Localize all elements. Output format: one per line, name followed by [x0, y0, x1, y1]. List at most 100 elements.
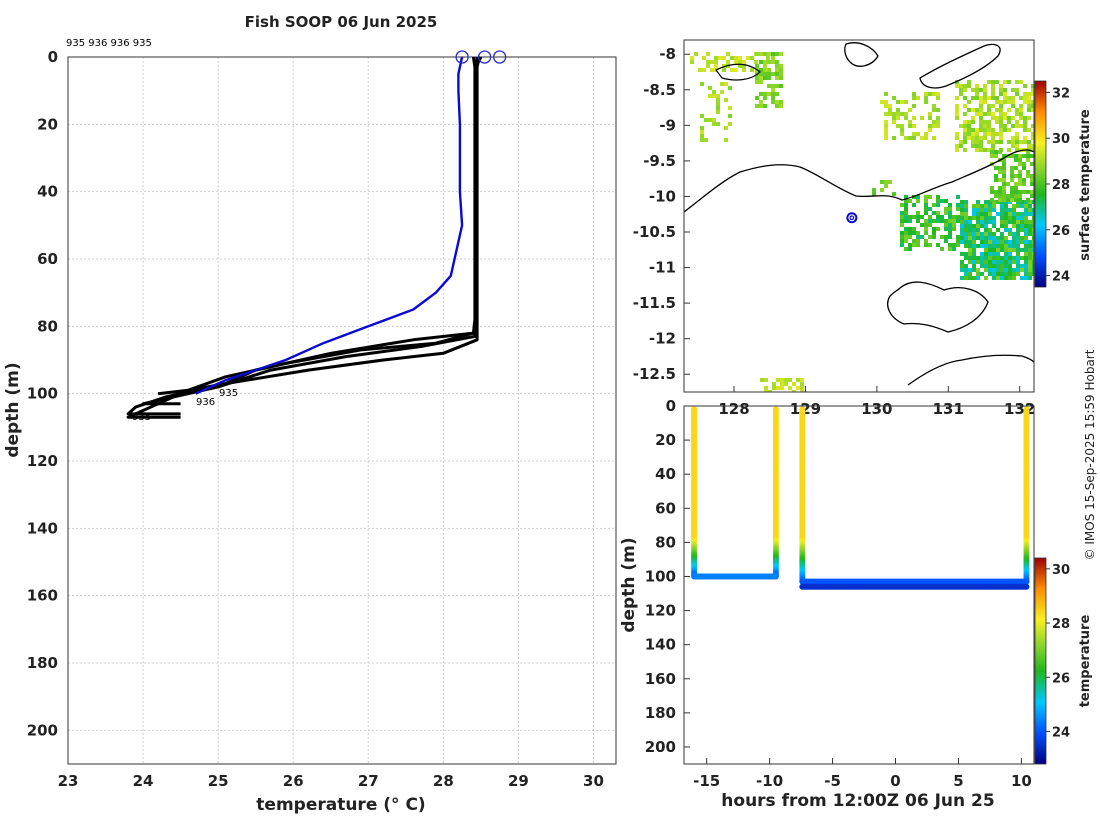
- sst-cell: [987, 80, 991, 84]
- sst-cell: [755, 52, 759, 56]
- sst-cell: [916, 132, 920, 136]
- profile-xtick-label: 28: [433, 772, 454, 790]
- sst-cell: [963, 112, 967, 116]
- sst-cell: [1007, 108, 1011, 112]
- sst-cell: [920, 215, 924, 219]
- sst-cell: [987, 120, 991, 124]
- sst-cell: [759, 60, 763, 64]
- sst-cell: [1003, 96, 1007, 100]
- sst-cell: [800, 378, 804, 382]
- sst-cell: [1028, 260, 1032, 264]
- sst-cell: [960, 276, 964, 280]
- sst-cell: [1028, 228, 1032, 232]
- sst-cell: [896, 124, 900, 128]
- sst-cell: [1023, 140, 1027, 144]
- sst-cell: [742, 68, 746, 72]
- sst-cell: [1032, 224, 1034, 228]
- sst-cell: [924, 231, 928, 235]
- sst-cell: [980, 212, 984, 216]
- sst-cell: [976, 268, 980, 272]
- section-ytick-label: 180: [645, 704, 676, 722]
- sst-cell: [1022, 166, 1026, 170]
- sst-cell: [771, 96, 775, 100]
- sst-cell: [1006, 194, 1010, 198]
- sst-cell: [714, 64, 718, 68]
- sst-cell: [991, 128, 995, 132]
- sst-cell: [992, 244, 996, 248]
- sst-cell: [928, 243, 932, 247]
- sst-cell: [928, 215, 932, 219]
- sst-cell: [722, 68, 726, 72]
- sst-cell: [912, 227, 916, 231]
- sst-cell: [995, 120, 999, 124]
- sst-cell: [1031, 92, 1034, 96]
- sst-cell: [1004, 240, 1008, 244]
- sst-cell: [775, 104, 779, 108]
- sst-cell: [767, 76, 771, 80]
- sst-cell: [984, 260, 988, 264]
- sst-cell: [964, 228, 968, 232]
- sst-cell: [900, 215, 904, 219]
- sst-cell: [763, 64, 767, 68]
- sst-cell: [1027, 100, 1031, 104]
- sst-cell: [730, 68, 734, 72]
- profile-xtick-label: 24: [133, 772, 154, 790]
- sst-cell: [1008, 276, 1012, 280]
- sst-cell: [1002, 158, 1006, 162]
- sst-cell: [716, 110, 720, 114]
- sst-cell: [999, 84, 1003, 88]
- island-south: [887, 281, 989, 333]
- sst-cell: [720, 90, 724, 94]
- sst-cell: [979, 96, 983, 100]
- sst-cell: [904, 231, 908, 235]
- sst-cell: [1031, 132, 1034, 136]
- sst-cell: [1020, 236, 1024, 240]
- sst-cell: [999, 108, 1003, 112]
- sst-cell: [998, 186, 1002, 190]
- sst-cell: [742, 64, 746, 68]
- sst-cell: [1030, 182, 1034, 186]
- sst-cell: [1031, 148, 1034, 152]
- sst-cell: [920, 223, 924, 227]
- sst-cell: [1024, 244, 1028, 248]
- sst-cell: [1027, 144, 1031, 148]
- sst-cell: [952, 227, 956, 231]
- profile-xtick-label: 30: [583, 772, 604, 790]
- sst-cell: [976, 232, 980, 236]
- profile-ytick-label: 40: [37, 183, 58, 201]
- sst-cell: [955, 132, 959, 136]
- sst-cell: [1012, 232, 1016, 236]
- sst-cell: [983, 112, 987, 116]
- sst-cell: [948, 223, 952, 227]
- sst-cell: [904, 195, 908, 199]
- section-ytick-label: 140: [645, 636, 676, 654]
- sst-cell: [987, 148, 991, 152]
- sst-cell: [975, 88, 979, 92]
- sst-cell: [1018, 170, 1022, 174]
- sst-cell: [724, 126, 728, 130]
- profile-ytick-label: 200: [27, 721, 58, 739]
- section-ytick-label: 120: [645, 602, 676, 620]
- sst-cell: [936, 92, 940, 96]
- sst-cell: [1016, 240, 1020, 244]
- sst-cell: [1028, 272, 1032, 276]
- sst-cell: [980, 264, 984, 268]
- sst-cell: [708, 94, 712, 98]
- sst-cell: [1024, 216, 1028, 220]
- sst-cell: [1000, 220, 1004, 224]
- sst-cell: [994, 190, 998, 194]
- sst-cell: [972, 224, 976, 228]
- sst-cell: [988, 204, 992, 208]
- sst-cell: [990, 198, 994, 202]
- sst-cell: [1030, 178, 1034, 182]
- sst-cell: [964, 224, 968, 228]
- sst-cell: [983, 136, 987, 140]
- sst-cell: [1008, 208, 1012, 212]
- sst-cell: [712, 90, 716, 94]
- sst-cell: [1024, 252, 1028, 256]
- sst-cell: [750, 56, 754, 60]
- sst-cell: [964, 268, 968, 272]
- sst-cell: [964, 272, 968, 276]
- sst-cell: [956, 219, 960, 223]
- sst-cell: [979, 136, 983, 140]
